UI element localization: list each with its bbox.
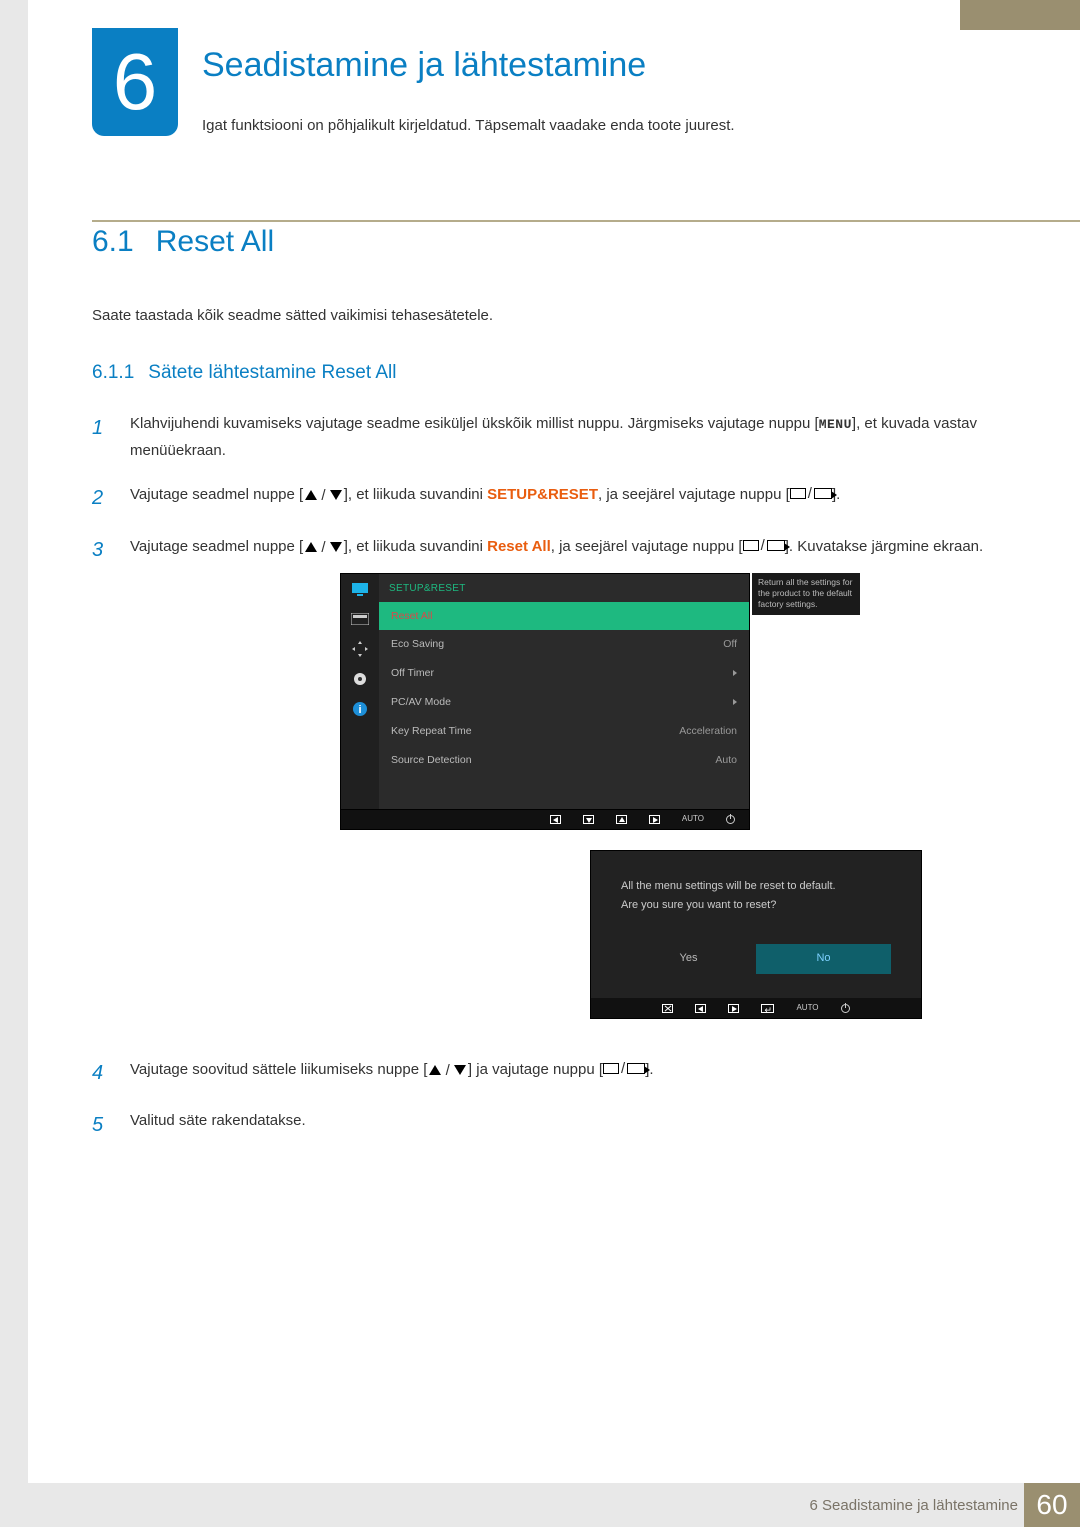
move-icon [349, 640, 371, 658]
step-number: 5 [92, 1107, 114, 1143]
enter-icon [761, 1004, 774, 1013]
osd-menu-header: SETUP&RESET [379, 574, 749, 602]
nav-up-icon [616, 815, 627, 824]
subsection-title: Sätete lähtestamine Reset All [148, 362, 396, 384]
step-text: , ja seejärel vajutage nuppu [ [598, 486, 790, 503]
source-enter-icon: / [790, 480, 832, 507]
osd-setup-reset-menu: i SETUP&RESET Reset All Eco SavingOff Of… [340, 573, 750, 830]
step-text: Valitud säte rakendatakse. [130, 1107, 1020, 1143]
side-stripe [0, 0, 28, 1527]
step-text: ], et liikuda suvandini [344, 486, 487, 503]
osd-menu-list: SETUP&RESET Reset All Eco SavingOff Off … [379, 574, 749, 809]
section-divider [92, 220, 1080, 222]
step-text: , ja seejärel vajutage nuppu [ [551, 538, 743, 555]
nav-left-icon [695, 1004, 706, 1013]
subsection-heading: 6.1.1 Sätete lähtestamine Reset All [92, 362, 1020, 384]
osd-tooltip: Return all the settings for the product … [752, 573, 860, 615]
keyword-reset-all: Reset All [487, 538, 551, 555]
osd-menu-item: Eco SavingOff [379, 630, 749, 659]
step-4: 4 Vajutage soovitud sättele liikumiseks … [92, 1055, 1020, 1091]
monitor-icon [349, 580, 371, 598]
osd-menu-item: Off Timer [379, 659, 749, 688]
osd-menu-item-selected: Reset All [379, 602, 749, 631]
step-5: 5 Valitud säte rakendatakse. [92, 1107, 1020, 1143]
footer-page-number: 60 [1024, 1483, 1080, 1527]
nav-down-icon [583, 815, 594, 824]
top-accent-bar [960, 0, 1080, 30]
power-icon [841, 1004, 850, 1013]
chapter-header: 6 Seadistamine ja lähtestamine Igat funk… [92, 28, 735, 138]
nav-left-icon [550, 815, 561, 824]
step-text: Klahvijuhendi kuvamiseks vajutage seadme… [130, 415, 819, 432]
osd-sidebar: i [341, 574, 379, 809]
dialog-buttons: Yes No [621, 944, 891, 974]
step-number: 2 [92, 480, 114, 516]
osd-menu-item: PC/AV Mode [379, 688, 749, 717]
source-enter-icon: / [603, 1055, 645, 1082]
section-number: 6.1 [92, 225, 134, 259]
footer-text: 6 Seadistamine ja lähtestamine [810, 1497, 1018, 1514]
step-number: 3 [92, 532, 114, 1039]
step-text: ]. Kuvatakse järgmine ekraan. [785, 538, 983, 555]
step-number: 4 [92, 1055, 114, 1091]
source-enter-icon: / [743, 532, 785, 559]
step-text: Vajutage seadmel nuppe [ [130, 486, 303, 503]
close-icon [662, 1004, 673, 1013]
nav-right-icon [649, 815, 660, 824]
step-text: Vajutage seadmel nuppe [ [130, 538, 303, 555]
step-3: 3 Vajutage seadmel nuppe [ / ], et liiku… [92, 532, 1020, 1039]
step-text: Vajutage soovitud sättele liikumiseks nu… [130, 1061, 427, 1078]
step-text: ] ja vajutage nuppu [ [468, 1061, 603, 1078]
osd-control-bar: AUTO [591, 998, 921, 1018]
dialog-line1: All the menu settings will be reset to d… [621, 877, 891, 896]
caret-right-icon [733, 699, 737, 705]
nav-right-icon [728, 1004, 739, 1013]
osd-screenshot-group: i SETUP&RESET Reset All Eco SavingOff Of… [340, 573, 1020, 1020]
info-icon: i [349, 700, 371, 718]
step-list: 1 Klahvijuhendi kuvamiseks vajutage sead… [92, 410, 1020, 1143]
dialog-line2: Are you sure you want to reset? [621, 896, 891, 915]
page-footer: 6 Seadistamine ja lähtestamine 60 [0, 1483, 1080, 1527]
step-1: 1 Klahvijuhendi kuvamiseks vajutage sead… [92, 410, 1020, 464]
content-area: 6.1 Reset All Saate taastada kõik seadme… [92, 225, 1020, 1159]
step-text: ], et liikuda suvandini [344, 538, 487, 555]
auto-label: AUTO [682, 812, 704, 826]
step-2: 2 Vajutage seadmel nuppe [ / ], et liiku… [92, 480, 1020, 516]
chapter-subtitle: Igat funktsiooni on põhjalikult kirjelda… [202, 115, 735, 138]
up-down-icon: / [305, 534, 342, 561]
up-down-icon: / [429, 1057, 466, 1084]
no-button: No [756, 944, 891, 974]
chapter-title: Seadistamine ja lähtestamine [202, 46, 735, 85]
caret-right-icon [733, 670, 737, 676]
section-heading: 6.1 Reset All [92, 225, 1020, 259]
section-intro: Saate taastada kõik seadme sätted vaikim… [92, 307, 1020, 324]
auto-label: AUTO [796, 1001, 818, 1015]
osd-control-bar: AUTO [341, 809, 749, 829]
section-title: Reset All [156, 225, 274, 259]
step-number: 1 [92, 410, 114, 464]
osd-confirm-dialog: All the menu settings will be reset to d… [590, 850, 922, 1019]
menu-button-label: MENU [819, 417, 852, 432]
subsection-number: 6.1.1 [92, 362, 134, 384]
keyword-setup-reset: SETUP&RESET [487, 486, 598, 503]
chapter-number-badge: 6 [92, 28, 178, 136]
up-down-icon: / [305, 482, 342, 509]
yes-button: Yes [621, 944, 756, 974]
picture-icon [349, 610, 371, 628]
power-icon [726, 815, 735, 824]
gear-icon [349, 670, 371, 688]
osd-menu-item: Key Repeat TimeAcceleration [379, 717, 749, 746]
osd-menu-item: Source DetectionAuto [379, 746, 749, 775]
svg-text:i: i [358, 704, 361, 716]
